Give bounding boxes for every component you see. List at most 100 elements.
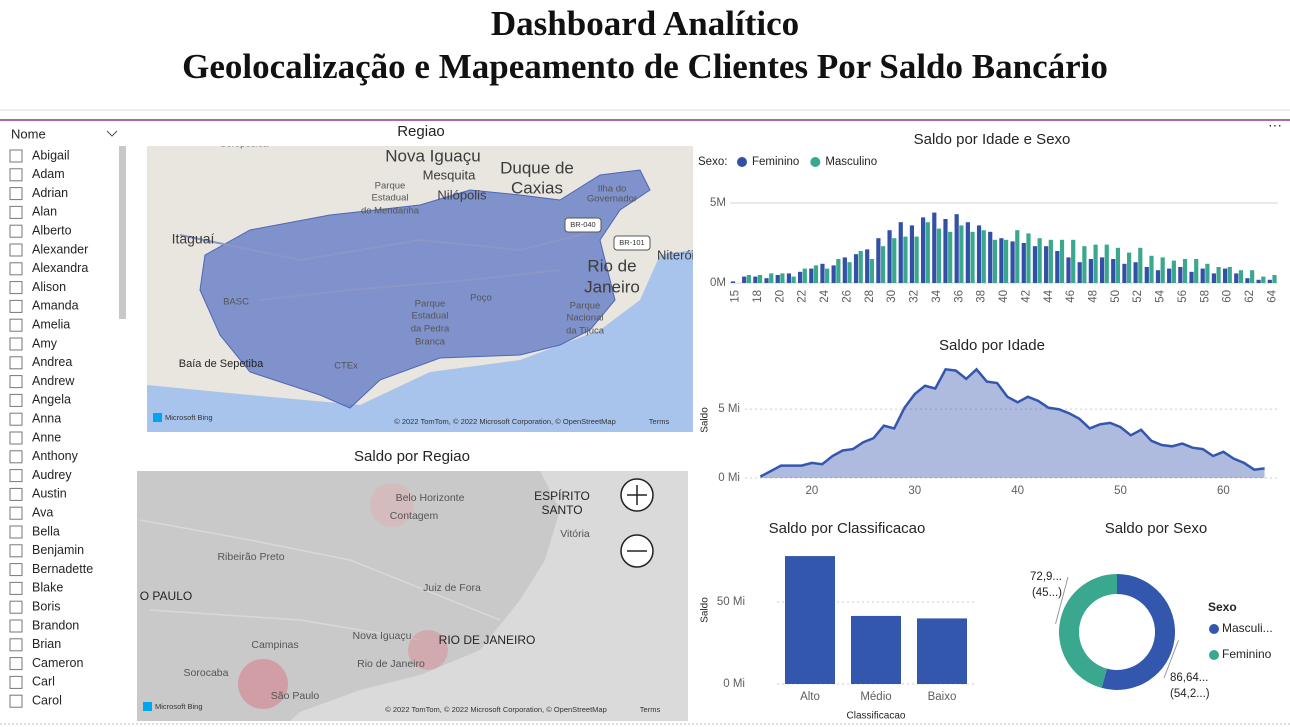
checkbox[interactable] [9,431,23,445]
scrollbar[interactable] [119,146,126,319]
slicer-item[interactable]: Austin [32,487,67,501]
checkbox[interactable] [9,168,23,182]
slicer-item[interactable]: Angela [32,393,71,407]
legend-label[interactable]: Feminino [1222,647,1272,661]
bubble[interactable] [370,483,414,527]
slicer-item[interactable]: Amy [32,336,58,350]
checkbox[interactable] [9,675,23,689]
map-label: RIO DE JANEIRO [439,633,536,647]
bubble[interactable] [408,630,448,670]
legend-label[interactable]: Masculi... [1222,621,1273,635]
checkbox[interactable] [9,224,23,238]
slicer-item[interactable]: Abigail [32,148,70,162]
bar [831,265,836,283]
bubble[interactable] [238,659,288,709]
zoom-in[interactable] [620,478,654,512]
slicer-item[interactable]: Amelia [32,317,70,331]
checkbox[interactable] [9,375,23,389]
x-tick-label: 20 [774,290,786,303]
bar[interactable] [785,556,835,684]
checkbox[interactable] [9,187,23,201]
slicer-item[interactable]: Ava [32,505,53,519]
slicer-item[interactable]: Anthony [32,449,79,463]
checkbox[interactable] [9,393,23,407]
x-tick-label: 54 [1155,289,1167,302]
checkbox[interactable] [9,469,23,483]
more-options[interactable]: ··· [1268,117,1282,133]
x-tick-label: 48 [1088,290,1100,303]
checkbox[interactable] [9,581,23,595]
slicer-item[interactable]: Carol [32,693,62,707]
bar [1015,230,1020,283]
map-label: Ribeirão Preto [217,551,284,563]
slicer-item[interactable]: Alberto [32,223,72,237]
bar[interactable] [917,618,967,684]
slicer-item[interactable]: Andrew [32,374,75,388]
checkbox[interactable] [9,149,23,163]
slicer-item[interactable]: Alexander [32,242,88,256]
slicer-item[interactable]: Bella [32,524,60,538]
slicer-item[interactable]: Alexandra [32,261,88,275]
checkbox[interactable] [9,619,23,633]
map-label: Parque [415,299,446,310]
slicer-item[interactable]: Adrian [32,186,68,200]
x-tick-label: 62 [1244,290,1256,303]
checkbox[interactable] [9,506,23,520]
checkbox[interactable] [9,657,23,671]
checkbox[interactable] [9,525,23,539]
checkbox[interactable] [9,412,23,426]
map[interactable]: Belo Horizonte Contagem ESPÍRITO SANTO V… [137,471,688,721]
map-attribution[interactable]: Terms [649,417,670,426]
slicer-item[interactable]: Cameron [32,656,83,670]
chevron[interactable] [106,130,118,137]
donut-slice[interactable] [1101,574,1176,691]
slicer-item[interactable]: Brandon [32,618,79,632]
checkbox[interactable] [9,563,23,577]
checkbox[interactable] [9,600,23,614]
checkbox[interactable] [9,281,23,295]
checkbox[interactable] [9,487,23,501]
checkbox[interactable] [9,694,23,708]
checkbox[interactable] [9,299,23,313]
bar[interactable] [851,615,901,684]
slicer-item[interactable]: Bernadette [32,562,93,576]
checkbox[interactable] [9,450,23,464]
checkbox[interactable] [9,638,23,652]
checkbox[interactable] [9,544,23,558]
map-label: Mesquita [423,167,477,182]
slicer-item[interactable]: Brian [32,637,61,651]
slicer-item[interactable]: Blake [32,581,63,595]
legend-title: Sexo: [698,156,727,168]
slicer-item[interactable]: Anne [32,430,61,444]
checkbox[interactable] [9,205,23,219]
legend-label[interactable]: Masculino [825,156,877,168]
slicer: Nome Abigail Adam Adrian Alan Alberto Alexand… [9,126,126,708]
slicer-item[interactable]: Adam [32,167,65,181]
y-tick-label: 0 Mi [718,472,740,484]
slicer-item[interactable]: Audrey [32,468,72,482]
data-label: (54,2...) [1170,688,1210,700]
map[interactable]: Seropédica Nova Iguaçu Duque de Caxias M… [147,139,695,432]
slicer-item[interactable]: Amanda [32,299,79,313]
zoom-out[interactable] [620,534,654,568]
x-tick-label: 44 [1043,289,1055,302]
checkbox[interactable] [9,337,23,351]
checkbox[interactable] [9,356,23,370]
checkbox[interactable] [9,243,23,257]
bar [959,225,964,283]
slicer-item[interactable]: Alison [32,280,66,294]
slicer-item[interactable]: Carl [32,675,55,689]
slicer-item[interactable]: Boris [32,599,60,613]
donut-slice[interactable] [1059,574,1117,688]
slicer-item[interactable]: Andrea [32,355,72,369]
bar [757,275,763,283]
slicer-item[interactable]: Alan [32,205,57,219]
checkbox[interactable] [9,262,23,276]
map-attribution[interactable]: Terms [640,705,661,714]
slicer-item[interactable]: Anna [32,411,61,425]
checkbox[interactable] [9,318,23,332]
slicer-item[interactable]: Benjamin [32,543,84,557]
map-label: ESPÍRITO [534,488,590,503]
x-tick-label: 15 [730,290,742,303]
legend-label[interactable]: Feminino [752,156,799,168]
